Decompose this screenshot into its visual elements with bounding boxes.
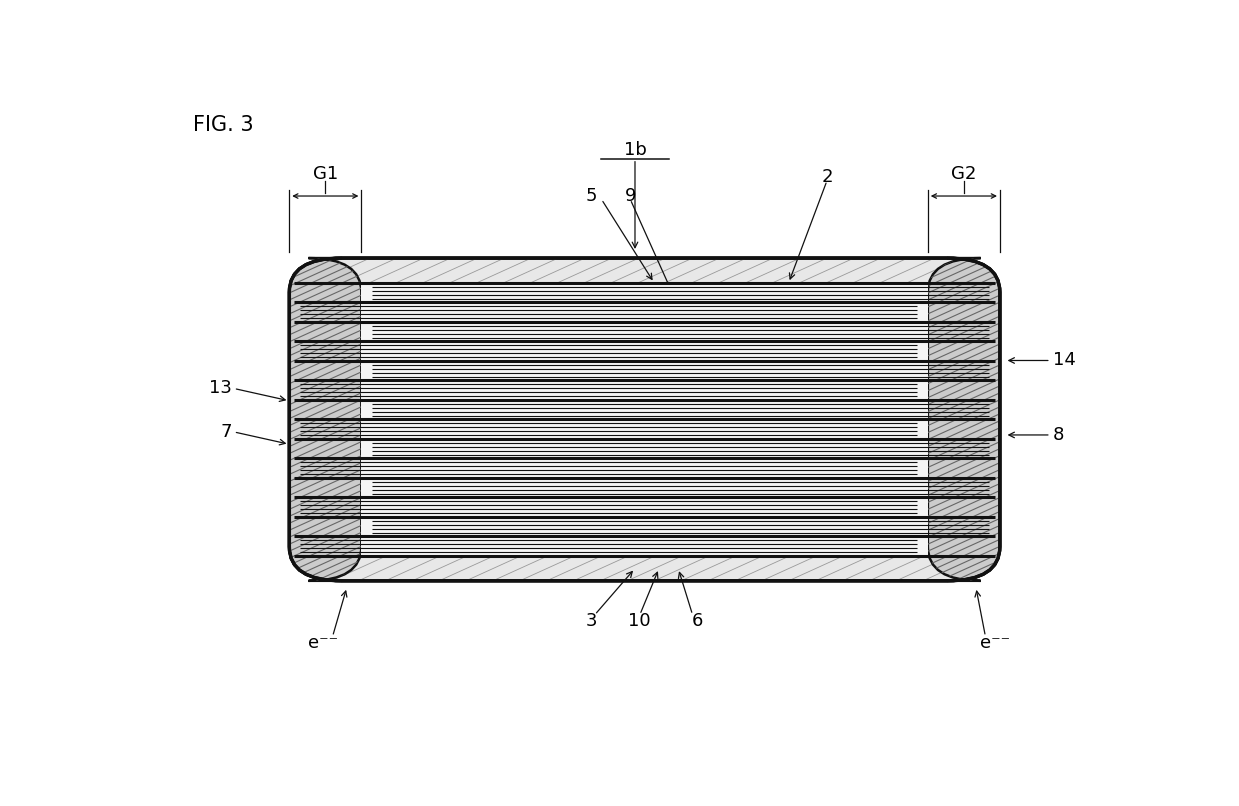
- Text: 7: 7: [221, 423, 232, 441]
- Text: G1: G1: [312, 165, 338, 183]
- FancyBboxPatch shape: [290, 258, 1000, 581]
- Text: 14: 14: [1053, 351, 1075, 369]
- FancyBboxPatch shape: [928, 258, 1000, 581]
- Text: 1b: 1b: [623, 141, 647, 159]
- Text: 9: 9: [624, 187, 636, 205]
- Text: 5: 5: [586, 187, 597, 205]
- Text: 2: 2: [821, 168, 833, 186]
- Text: 13: 13: [209, 380, 232, 397]
- Text: e⁻⁻: e⁻⁻: [980, 634, 1010, 652]
- Bar: [362, 283, 928, 556]
- Text: 8: 8: [1053, 426, 1064, 444]
- Text: G2: G2: [952, 165, 976, 183]
- Text: 6: 6: [691, 612, 703, 630]
- Text: e⁻⁻: e⁻⁻: [307, 634, 338, 652]
- Text: 3: 3: [586, 612, 597, 630]
- FancyBboxPatch shape: [290, 258, 362, 581]
- Text: 10: 10: [628, 612, 652, 630]
- Text: FIG. 3: FIG. 3: [193, 115, 254, 135]
